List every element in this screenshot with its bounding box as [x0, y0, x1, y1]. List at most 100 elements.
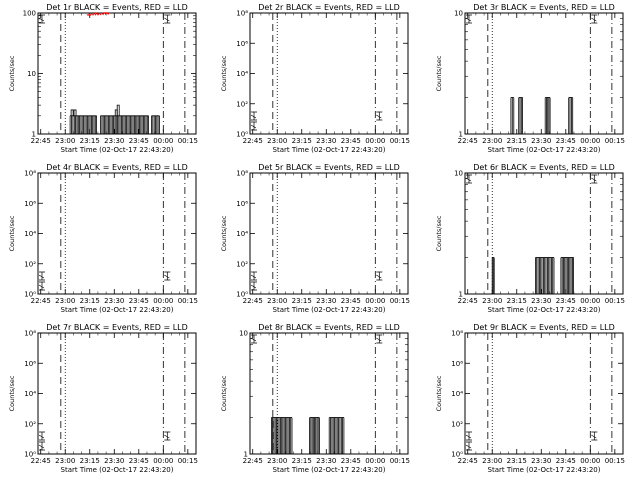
- x-tick-label: 22:45: [243, 457, 263, 465]
- x-axis-label: Start Time (02-Oct-17 22:43:20): [488, 306, 601, 314]
- events-burst: [544, 97, 551, 134]
- events-burst: [491, 257, 495, 294]
- x-tick-label: 23:15: [292, 297, 312, 305]
- segment-marker-end: [591, 14, 598, 24]
- x-axis-label: Start Time (02-Oct-17 22:43:20): [273, 146, 386, 154]
- x-tick-label: 23:45: [341, 457, 361, 465]
- y-tick-label: 10⁶: [236, 40, 248, 48]
- x-tick-label: 00:00: [580, 297, 600, 305]
- events-burst: [535, 257, 555, 294]
- x-tick-label: 23:30: [104, 137, 124, 145]
- x-tick-label: 22:45: [31, 297, 51, 305]
- segment-marker-end: [164, 14, 171, 24]
- events-spike: [116, 104, 120, 116]
- y-tick-label: 10⁴: [451, 390, 463, 398]
- events-spike: [70, 109, 74, 116]
- segment-marker-start: [465, 431, 472, 441]
- segment-marker-start: [38, 14, 45, 24]
- segment-marker-start: [465, 14, 472, 24]
- y-tick-label: 10⁴: [24, 390, 36, 398]
- y-axis-label: Counts/sec: [8, 55, 16, 91]
- x-tick-label: 23:00: [482, 137, 502, 145]
- segment-marker-start: [38, 431, 45, 441]
- y-tick-label: 10⁶: [24, 200, 36, 208]
- y-tick-label: 10⁶: [24, 360, 36, 368]
- segment-marker-end: [376, 334, 383, 344]
- x-tick-label: 23:00: [267, 137, 287, 145]
- x-tick-label: 23:30: [531, 297, 551, 305]
- x-axis-label: Start Time (02-Oct-17 22:43:20): [61, 466, 174, 474]
- y-tick-label: 10: [27, 70, 36, 78]
- x-axis-label: Start Time (02-Oct-17 22:43:20): [61, 146, 174, 154]
- panel-title: Det 1r BLACK = Events, RED = LLD: [46, 3, 188, 12]
- axes-frame: [249, 172, 409, 295]
- panel-title: Det 3r BLACK = Events, RED = LLD: [473, 3, 615, 12]
- events-burst: [328, 417, 345, 454]
- y-tick-label: 10²: [236, 100, 248, 108]
- y-axis-label: Counts/sec: [220, 375, 228, 411]
- y-tick-label: 10⁰: [451, 451, 463, 459]
- x-axis-label: Start Time (02-Oct-17 22:43:20): [61, 306, 174, 314]
- y-tick-label: 100: [23, 10, 36, 18]
- y-tick-label: 10²: [451, 420, 463, 428]
- panel-title: Det 6r BLACK = Events, RED = LLD: [473, 163, 615, 172]
- x-tick-label: 22:45: [31, 457, 51, 465]
- x-tick-label: 00:15: [390, 137, 410, 145]
- events-burst: [560, 257, 574, 294]
- y-tick-label: 10⁸: [24, 330, 36, 338]
- y-tick-label: 10⁴: [236, 230, 248, 238]
- y-tick-label: 10⁸: [236, 10, 248, 18]
- events-burst: [309, 417, 320, 454]
- segment-marker-start: [250, 334, 257, 344]
- x-tick-label: 23:30: [316, 457, 336, 465]
- events-burst: [568, 97, 574, 134]
- x-tick-label: 23:00: [55, 457, 75, 465]
- y-tick-label: 10⁰: [236, 131, 248, 139]
- segment-marker-start: [465, 174, 472, 184]
- x-tick-label: 23:15: [80, 457, 100, 465]
- x-tick-label: 22:45: [243, 297, 263, 305]
- x-tick-label: 23:15: [80, 137, 100, 145]
- x-axis-label: Start Time (02-Oct-17 22:43:20): [488, 466, 601, 474]
- panel-det-3: Det 3r BLACK = Events, RED = LLD Counts/s…: [435, 3, 625, 154]
- x-tick-label: 00:00: [153, 457, 173, 465]
- x-tick-label: 23:30: [104, 457, 124, 465]
- panel-title: Det 7r BLACK = Events, RED = LLD: [46, 323, 188, 332]
- x-tick-label: 00:00: [153, 137, 173, 145]
- segment-marker-start: [250, 121, 257, 131]
- x-tick-label: 00:00: [580, 457, 600, 465]
- y-tick-label: 10²: [24, 260, 36, 268]
- x-tick-label: 00:00: [365, 137, 385, 145]
- x-tick-label: 23:45: [129, 137, 149, 145]
- x-tick-label: 23:15: [80, 297, 100, 305]
- panel-det-7: Det 7r BLACK = Events, RED = LLD Counts/s…: [8, 323, 198, 474]
- panel-det-4: Det 4r BLACK = Events, RED = LLD Counts/s…: [8, 163, 198, 314]
- x-tick-label: 23:00: [482, 297, 502, 305]
- x-tick-label: 23:45: [556, 137, 576, 145]
- x-tick-label: 23:30: [531, 457, 551, 465]
- x-tick-label: 23:45: [556, 297, 576, 305]
- y-axis-label: Counts/sec: [8, 375, 16, 411]
- axes-frame: [464, 172, 624, 295]
- x-tick-label: 22:45: [458, 457, 478, 465]
- segment-marker-end: [376, 111, 383, 121]
- y-axis-label: Counts/sec: [435, 55, 443, 91]
- events-burst: [100, 115, 117, 134]
- y-tick-label: 10⁰: [24, 451, 36, 459]
- axes-frame: [464, 12, 624, 135]
- x-tick-label: 23:15: [507, 137, 527, 145]
- panel-title: Det 4r BLACK = Events, RED = LLD: [46, 163, 188, 172]
- y-tick-label: 1: [459, 291, 463, 299]
- x-tick-label: 23:15: [292, 457, 312, 465]
- x-tick-label: 00:15: [605, 457, 625, 465]
- y-tick-label: 10⁰: [24, 291, 36, 299]
- events-burst: [115, 115, 149, 134]
- x-tick-label: 22:45: [458, 137, 478, 145]
- x-axis-label: Start Time (02-Oct-17 22:43:20): [273, 306, 386, 314]
- y-tick-label: 10²: [24, 420, 36, 428]
- x-tick-label: 22:45: [458, 297, 478, 305]
- x-tick-label: 00:15: [178, 137, 198, 145]
- x-tick-label: 22:45: [243, 137, 263, 145]
- x-tick-label: 23:45: [341, 137, 361, 145]
- segment-marker-start: [250, 271, 257, 281]
